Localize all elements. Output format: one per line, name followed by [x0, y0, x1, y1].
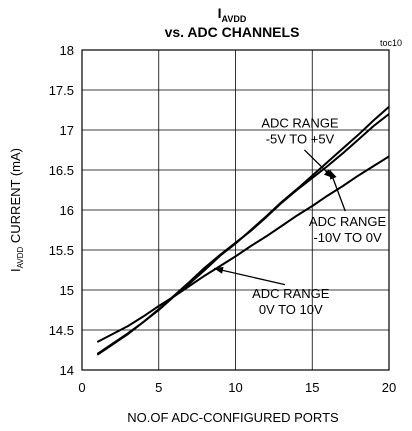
annotation-3: ADC RANGE 0V TO 10V	[213, 266, 330, 317]
annotation-arrow-head	[329, 170, 337, 180]
y-label-rest: CURRENT (mA)	[8, 148, 23, 247]
plot-frame	[81, 49, 390, 371]
annotation-arrow-head	[214, 266, 224, 274]
annotation-2: ADC RANGE -10V TO 0V	[309, 169, 387, 245]
annotation-label: ADC RANGE -5V TO +5V	[261, 116, 339, 147]
title-subscript: AVDD	[222, 14, 247, 24]
x-tick-label: 20	[382, 380, 396, 395]
y-tick-label: 16.5	[49, 163, 74, 178]
y-tick-label: 15	[60, 283, 74, 298]
annotation-label: ADC RANGE -10V TO 0V	[309, 214, 387, 245]
series-lines	[96, 106, 390, 356]
x-tick-label: 15	[305, 380, 319, 395]
series-line-3	[96, 155, 390, 343]
title-line-2: vs. ADC CHANNELS	[165, 24, 300, 40]
y-tick-label: 18	[60, 43, 74, 58]
y-axis-label: IAVDD CURRENT (mA)	[8, 148, 25, 272]
annotations: ADC RANGE -5V TO +5V ADC RANGE -10V TO 0V AD…	[213, 116, 387, 317]
annotation-1: ADC RANGE -5V TO +5V	[261, 116, 339, 179]
toc-tag: toc10	[380, 38, 402, 48]
series-line-2	[96, 113, 390, 356]
tick-labels: 0 5 10 15 20 14 14.5 15 15.5 16 16.5 17 17.5 18	[49, 43, 397, 395]
x-axis-label: NO.OF ADC-CONFIGURED PORTS	[127, 410, 339, 425]
y-tick-label: 14.5	[49, 323, 74, 338]
x-tick-label: 5	[155, 380, 162, 395]
y-label-subscript: AVDD	[16, 247, 25, 269]
chart-title: IAVDD vs. ADC CHANNELS	[165, 5, 300, 40]
y-tick-label: 17.5	[49, 83, 74, 98]
y-tick-label: 16	[60, 203, 74, 218]
y-tick-label: 14	[60, 363, 74, 378]
y-label-main: I	[8, 268, 23, 272]
grid	[82, 50, 389, 370]
title-main: I	[218, 5, 222, 21]
annotation-label: ADC RANGE 0V TO 10V	[252, 286, 330, 317]
x-tick-label: 10	[228, 380, 242, 395]
annotation-arrow-line	[213, 267, 286, 286]
y-tick-label: 17	[60, 123, 74, 138]
title-line-1: IAVDD	[218, 5, 247, 24]
x-tick-label: 0	[78, 380, 85, 395]
y-tick-label: 15.5	[49, 243, 74, 258]
